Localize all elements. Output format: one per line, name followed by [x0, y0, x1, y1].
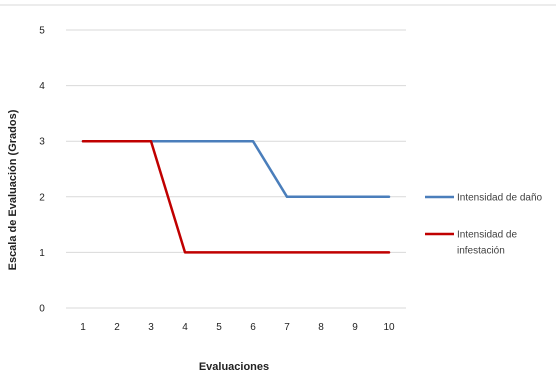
- x-tick-label: 3: [148, 322, 154, 333]
- x-tick-label: 9: [352, 322, 358, 333]
- legend-item: Intensidad de daño: [425, 193, 543, 204]
- legend-label: Intensidad de infestación: [457, 230, 517, 257]
- grid: [66, 29, 406, 309]
- legend-label-line: Intensidad de daño: [457, 193, 543, 204]
- legend-label: Intensidad de daño: [457, 193, 543, 204]
- y-tick-label: 5: [39, 26, 45, 37]
- x-axis-title: Evaluaciones: [199, 361, 269, 373]
- y-tick-label: 4: [39, 81, 45, 92]
- y-tick-label: 1: [39, 248, 45, 259]
- y-axis-title: Escala de Evaluación (Grados): [7, 109, 19, 270]
- x-tick-label: 6: [250, 322, 256, 333]
- y-tick-label: 0: [39, 304, 45, 315]
- legend: Intensidad de daño Intensidad de infestaci…: [425, 193, 543, 257]
- legend-label-line: infestación: [457, 246, 505, 257]
- x-axis-ticks: 1 2 3 4 5 6 7 8 9 10: [80, 322, 395, 333]
- x-tick-label: 5: [216, 322, 222, 333]
- y-axis-ticks: 0 1 2 3 4 5: [39, 26, 45, 315]
- legend-label-line: Intensidad de: [457, 230, 517, 241]
- series-lines: [81, 139, 391, 254]
- series-line-2: [81, 139, 391, 254]
- x-tick-label: 4: [182, 322, 188, 333]
- x-tick-label: 10: [383, 322, 395, 333]
- x-tick-label: 8: [318, 322, 324, 333]
- y-tick-label: 2: [39, 192, 45, 203]
- x-tick-label: 7: [284, 322, 290, 333]
- x-tick-label: 1: [80, 322, 86, 333]
- y-tick-label: 3: [39, 137, 45, 148]
- legend-item: Intensidad de infestación: [425, 230, 517, 257]
- x-tick-label: 2: [114, 322, 120, 333]
- series-line-1: [81, 139, 391, 199]
